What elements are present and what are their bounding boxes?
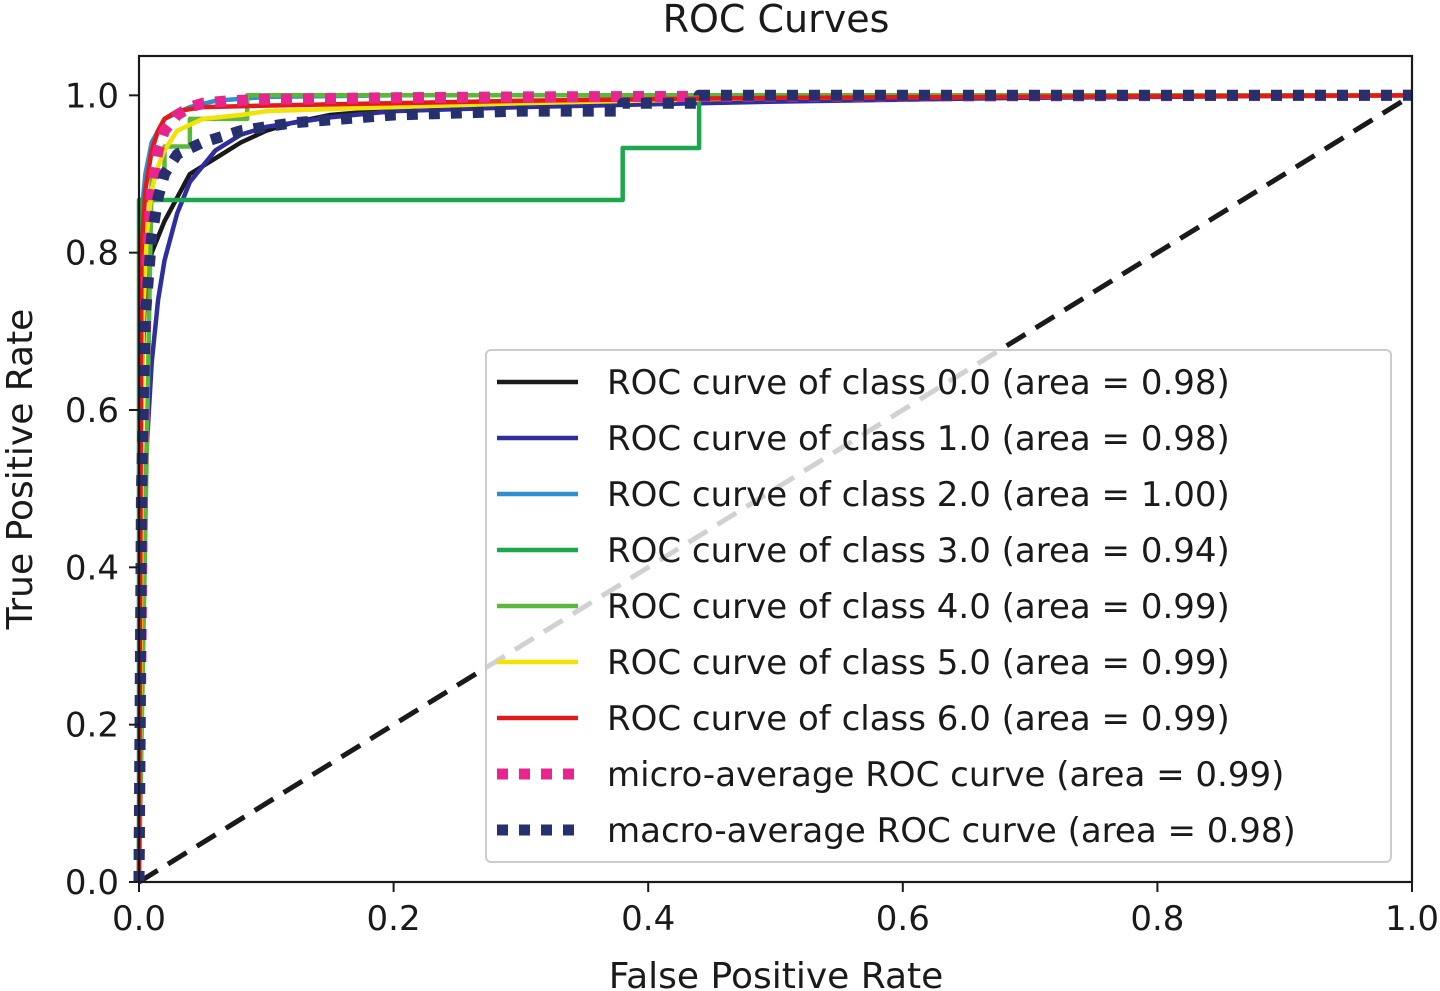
y-tick-label: 0.2 bbox=[65, 706, 119, 746]
x-axis: 0.0 0.2 0.4 0.6 0.8 1.0 bbox=[112, 882, 1439, 939]
y-axis-label: True Positive Rate bbox=[0, 309, 41, 631]
y-tick-label: 1.0 bbox=[65, 76, 119, 116]
x-tick-label: 0.0 bbox=[112, 899, 166, 939]
legend-label-0: ROC curve of class 0.0 (area = 0.98) bbox=[607, 363, 1230, 403]
chart-title: ROC Curves bbox=[663, 0, 890, 41]
series-line-7 bbox=[133, 89, 1413, 883]
y-tick-label: 0.0 bbox=[65, 863, 119, 903]
x-tick-label: 0.2 bbox=[367, 899, 421, 939]
legend-box bbox=[485, 349, 1392, 863]
y-tick-label: 0.6 bbox=[65, 391, 119, 431]
x-tick-label: 1.0 bbox=[1385, 899, 1439, 939]
legend-label-7: micro-average ROC curve (area = 0.99) bbox=[607, 755, 1284, 795]
legend-label-2: ROC curve of class 2.0 (area = 1.00) bbox=[607, 475, 1230, 515]
series-line-5 bbox=[136, 93, 1413, 883]
legend-label-5: ROC curve of class 5.0 (area = 0.99) bbox=[607, 643, 1230, 683]
legend-label-1: ROC curve of class 1.0 (area = 0.98) bbox=[607, 419, 1230, 459]
series-line-8 bbox=[133, 89, 1412, 883]
axes-frame bbox=[137, 54, 1414, 884]
y-tick-label: 0.4 bbox=[65, 548, 119, 588]
legend-label-4: ROC curve of class 4.0 (area = 0.99) bbox=[607, 587, 1230, 627]
x-tick-label: 0.6 bbox=[876, 899, 930, 939]
legend-label-3: ROC curve of class 3.0 (area = 0.94) bbox=[607, 531, 1230, 571]
plot-area bbox=[133, 89, 1414, 885]
legend: ROC curve of class 0.0 (area = 0.98) ROC … bbox=[485, 349, 1392, 863]
x-tick-label: 0.4 bbox=[621, 899, 675, 939]
y-axis: 0.0 0.2 0.4 0.6 0.8 1.0 bbox=[65, 76, 139, 903]
legend-label-8: macro-average ROC curve (area = 0.98) bbox=[607, 811, 1296, 851]
y-tick-label: 0.8 bbox=[65, 234, 119, 274]
x-tick-label: 0.8 bbox=[1130, 899, 1184, 939]
x-axis-label: False Positive Rate bbox=[609, 956, 944, 991]
legend-label-6: ROC curve of class 6.0 (area = 0.99) bbox=[607, 699, 1230, 739]
